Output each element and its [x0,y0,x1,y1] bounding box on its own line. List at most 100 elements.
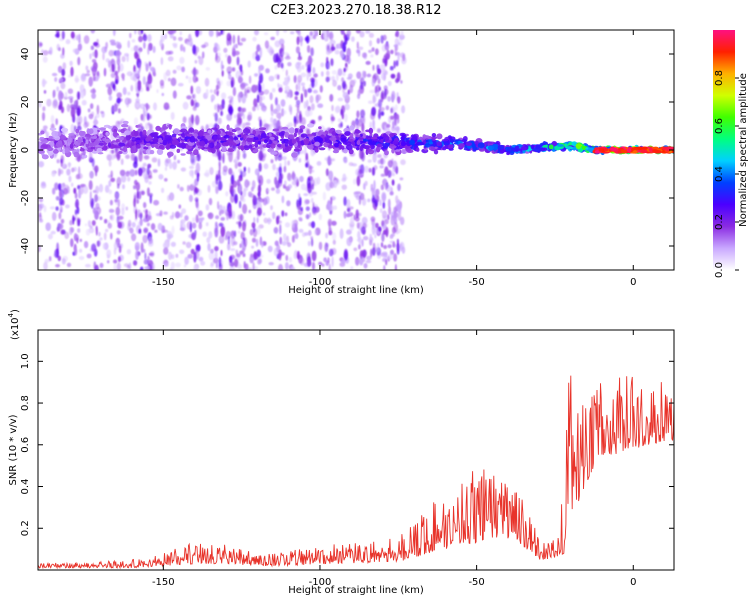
heatmap-cell [49,127,57,131]
heatmap-cell [193,265,199,270]
heatmap-cell [79,148,85,152]
heatmap-cell [397,42,401,46]
snr-y-tick-label: 0.4 [20,479,31,495]
heatmap-cell [131,140,135,147]
heatmap-cell [91,244,97,253]
heatmap-cell [342,81,346,90]
heatmap-cell [306,133,314,137]
heatmap-cell [77,56,81,66]
heatmap-cell [255,238,259,247]
heatmap-cell [400,216,405,226]
heatmap-cell [115,79,119,85]
heatmap-cell [178,36,183,42]
heatmap-cell [105,228,109,233]
heatmap-cell [341,258,346,264]
heatmap-cell [65,204,70,209]
heatmap-cell [312,67,316,74]
heatmap-cell [391,226,396,234]
heatmap-cell [328,230,333,236]
heatmap-cell [287,184,293,189]
heatmap-cell [243,237,248,248]
heatmap-cell [117,221,123,229]
heatmap-cell [214,112,218,122]
heatmap-cell [165,69,171,77]
heatmap-cell [60,106,65,114]
heatmap-cell [58,104,62,111]
heatmap-cell [393,60,396,69]
heatmap-cell [116,58,121,66]
heatmap-cell [80,89,85,99]
heatmap-cell [160,57,164,66]
heatmap-cell [303,137,310,145]
heatmap-cell [38,245,41,253]
heatmap-cell [370,248,373,258]
heatmap-cell [102,138,109,142]
heatmap-cell [378,226,382,232]
heatmap-cell [112,83,116,89]
heatmap-cell [69,60,73,66]
heatmap-cell [150,66,155,72]
heatmap-cell [652,149,658,153]
heatmap-cell [348,149,354,155]
heatmap-cell [51,72,58,77]
heatmap-cell [140,136,147,140]
heatmap-cell [220,140,224,143]
heatmap-cell [120,128,125,134]
heatmap-cell [89,190,92,202]
heatmap-cell [161,187,165,193]
heatmap-cell [42,50,49,56]
heatmap-cell [519,148,523,152]
heatmap-cell [94,49,98,59]
heatmap-cell [247,167,251,174]
heatmap-cell [135,245,139,251]
heatmap-cell [180,153,186,156]
heatmap-cell [92,87,96,94]
heatmap-cell [450,138,454,143]
heatmap-cell [281,241,287,246]
heatmap-cell [52,187,56,195]
heatmap-cell [70,227,75,233]
heatmap-cell [307,123,315,128]
colorbar: 0.0 0.2 0.4 0.6 0.8 Normalized spectral ampl… [713,30,749,278]
heatmap-cell [244,179,250,189]
heatmap-cell [169,161,173,170]
heatmap-cell [273,247,279,257]
heatmap-cell [278,113,281,121]
heatmap-cell [396,238,399,246]
heatmap-cell [265,144,272,148]
heatmap-cell [325,139,331,144]
heatmap-cell [300,133,308,138]
heatmap-cell [285,69,288,77]
heatmap-cell [189,169,194,177]
heatmap-cell [216,142,221,149]
heatmap-cell [148,252,154,256]
heatmap-cell [184,215,189,221]
heatmap-cell [129,227,134,234]
heatmap-cell [192,129,199,135]
heatmap-cell [61,258,66,265]
heatmap-cell [144,176,149,184]
heatmap-cell [384,183,388,190]
heatmap-cell [57,255,61,262]
heatmap-cell [209,143,213,148]
heatmap-cell [380,64,386,70]
heatmap-cell [149,123,153,131]
heatmap-cell [82,150,86,156]
heatmap-cell [313,73,318,78]
heatmap-cell [281,140,286,144]
heatmap-cell [310,197,314,204]
heatmap-cell [401,105,406,114]
heatmap-cell [332,232,337,241]
heatmap-cell [275,188,281,194]
heatmap-cell [142,162,147,167]
heatmap-cell [186,184,190,192]
heatmap-cell [109,39,116,44]
heatmap-cell [348,73,353,79]
heatmap-cell [387,244,392,249]
heatmap-cell [297,74,303,83]
heatmap-cell [230,248,236,252]
heatmap-cell [127,40,131,49]
heatmap-cell [257,191,261,197]
heatmap-cell [363,116,366,125]
heatmap-cell [205,204,210,211]
